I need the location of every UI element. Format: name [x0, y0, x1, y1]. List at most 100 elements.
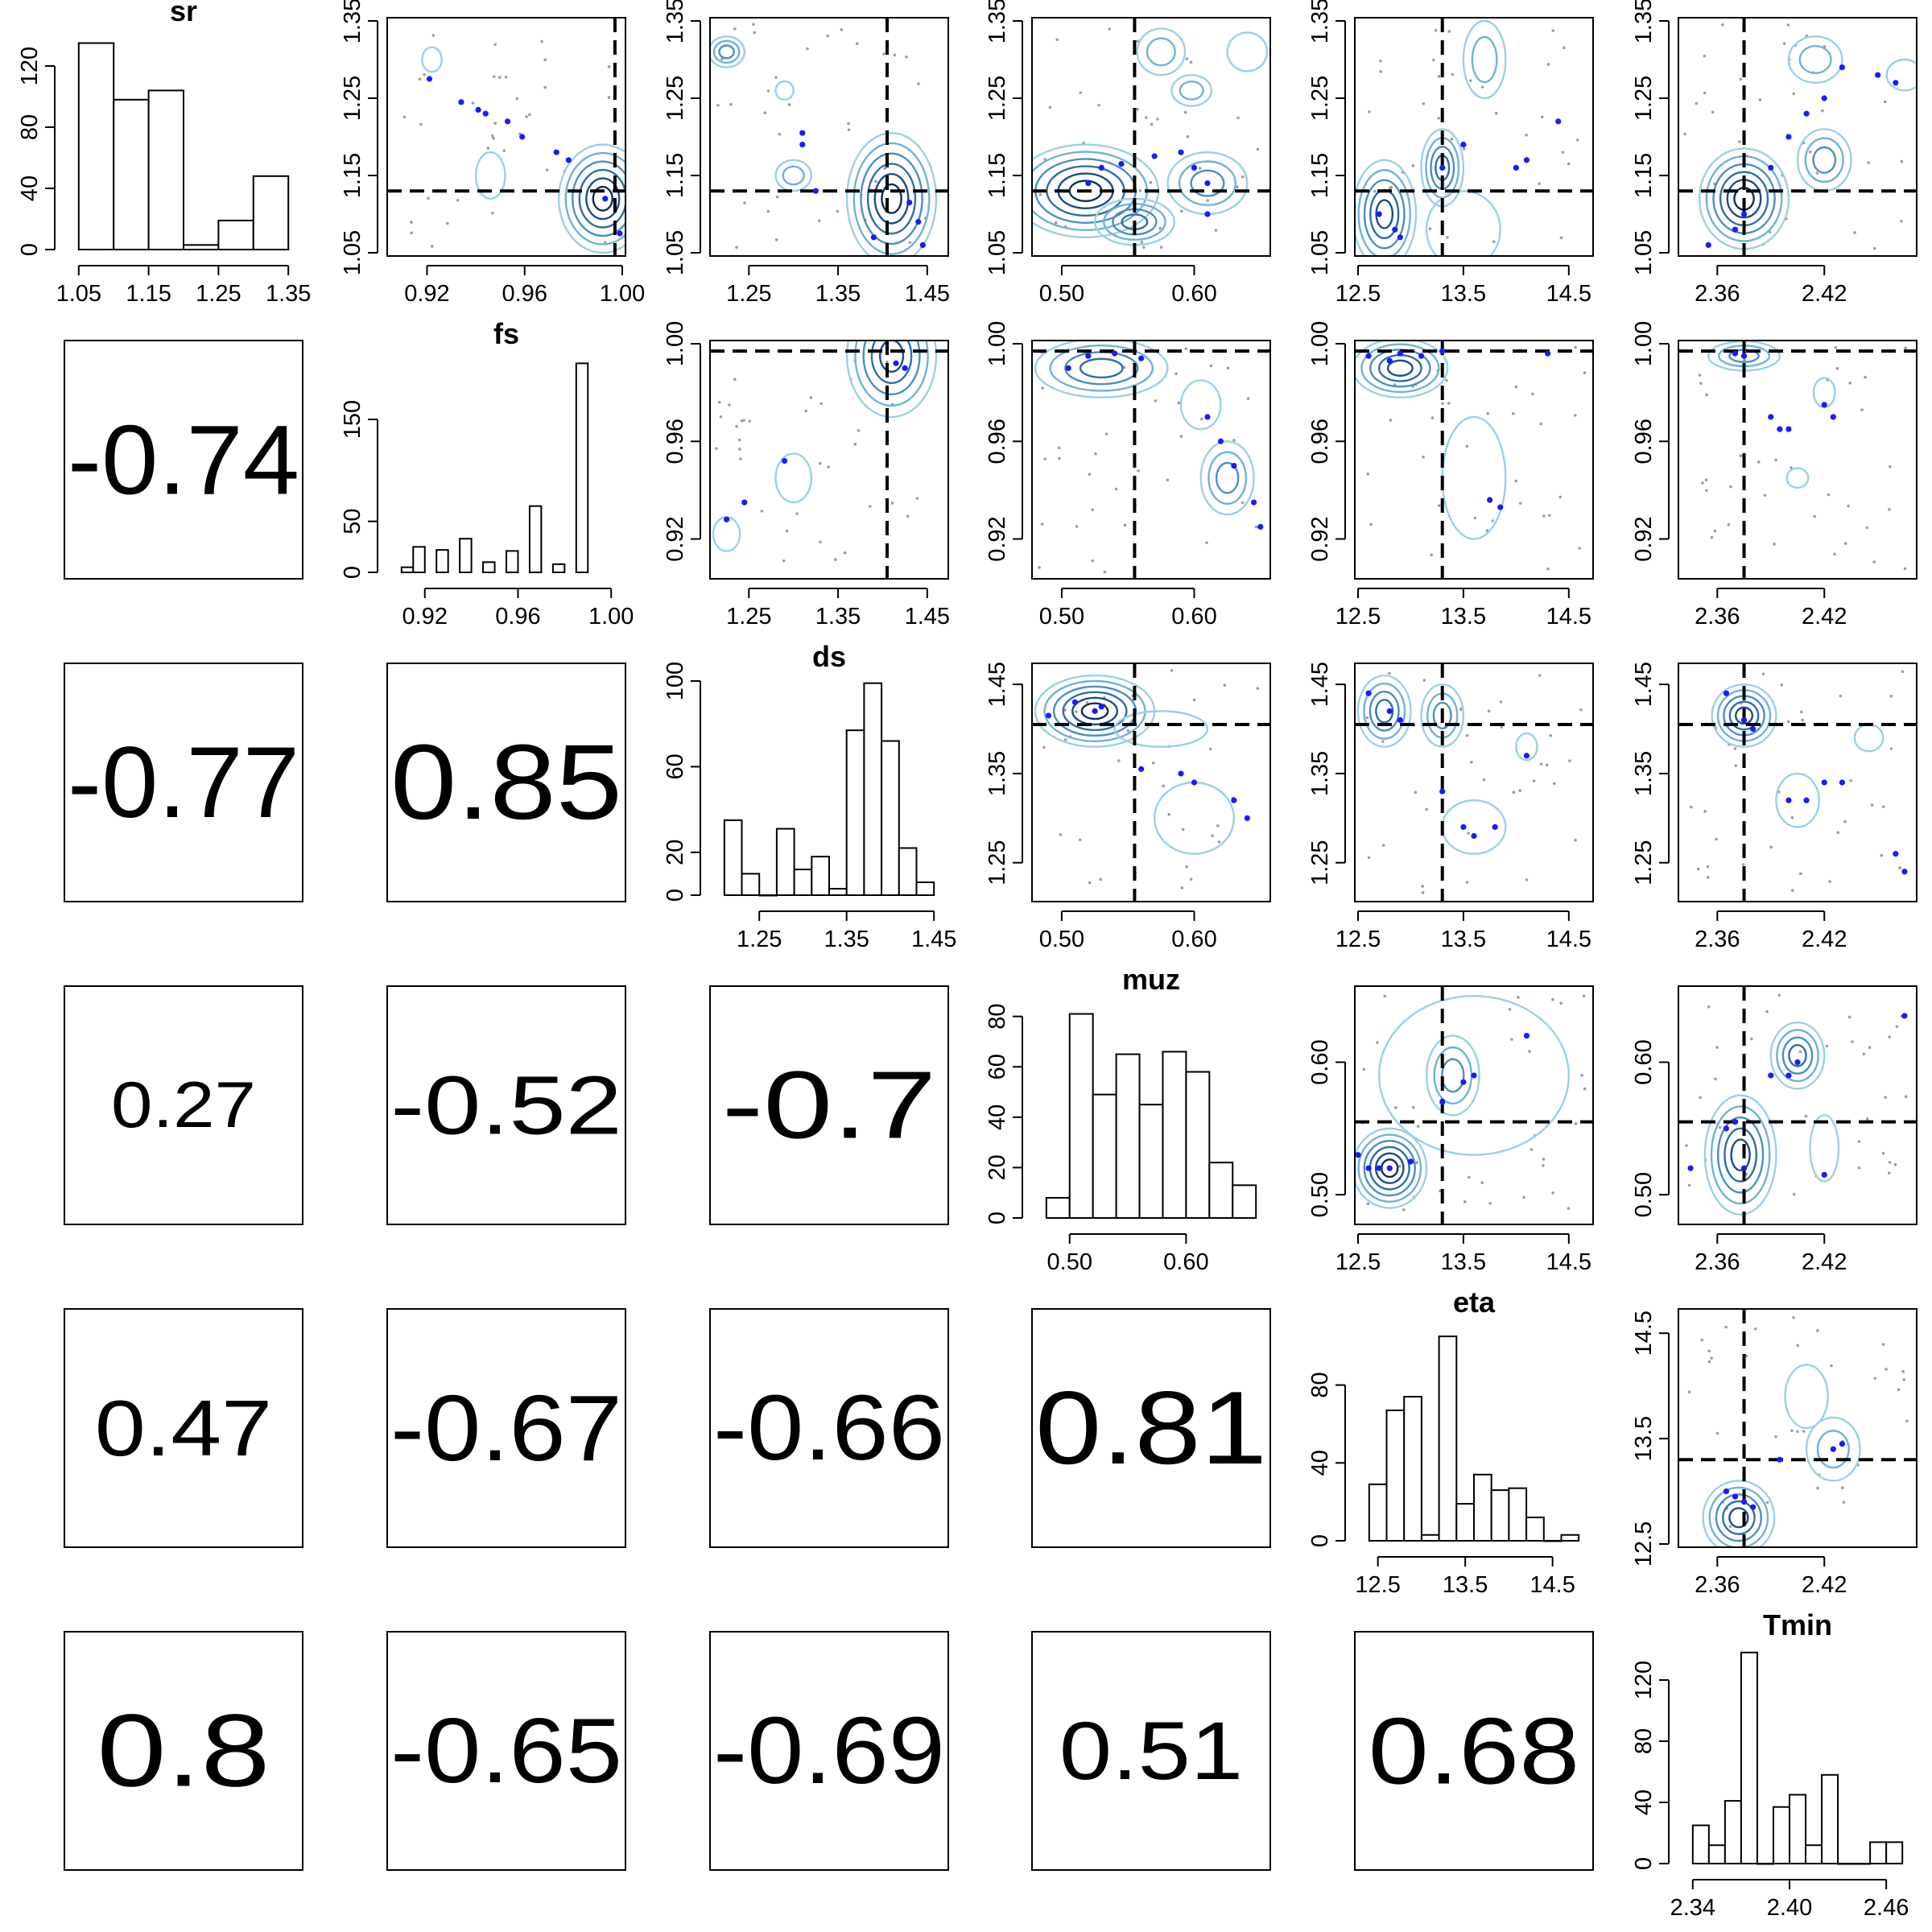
background-point	[840, 27, 844, 31]
contour-line	[1355, 1127, 1428, 1209]
correlation-panel-eta-ds: -0.66	[709, 1308, 949, 1548]
background-point	[853, 443, 857, 446]
y-tick-label: 1.25	[340, 76, 365, 121]
background-point	[1800, 710, 1803, 714]
background-point	[1774, 1435, 1777, 1439]
y-tick-label: 0.92	[1631, 516, 1657, 561]
x-tick-label: 2.42	[1802, 281, 1847, 307]
highlight-point	[1723, 1125, 1729, 1132]
x-tick-label: 2.36	[1695, 281, 1740, 307]
y-tick-label: 12.5	[1631, 1521, 1657, 1567]
background-point	[1365, 716, 1369, 720]
scatter-frame	[1678, 340, 1918, 580]
highlight-point	[1785, 134, 1792, 140]
x-tick-label: 1.35	[824, 927, 869, 952]
background-point	[1713, 529, 1717, 533]
hist-bar	[1045, 1196, 1071, 1220]
correlation-frame	[1354, 1631, 1594, 1871]
contour-line	[1357, 169, 1411, 256]
background-point	[1366, 1202, 1370, 1206]
contour-line	[578, 168, 625, 229]
x-tick-label: 0.60	[1171, 604, 1216, 630]
hist-bar	[1420, 1534, 1440, 1542]
x-tick-label: 13.5	[1441, 927, 1486, 952]
hist-bar	[1368, 1483, 1388, 1542]
hist-bar	[575, 362, 589, 573]
histogram-title: muz	[1122, 963, 1180, 996]
y-tick-label: 1.05	[663, 230, 688, 275]
background-point	[1835, 366, 1839, 370]
background-point	[1205, 541, 1208, 545]
background-point	[1416, 1125, 1420, 1128]
background-point	[1703, 810, 1707, 813]
y-tick-label: 1.35	[1631, 751, 1657, 796]
background-point	[1094, 452, 1097, 456]
background-point	[819, 461, 822, 465]
background-point	[1254, 525, 1258, 529]
background-point	[763, 111, 767, 114]
highlight-point	[1523, 1033, 1530, 1039]
highlight-point	[902, 365, 908, 371]
contour-line	[774, 159, 813, 192]
contour-line	[1179, 80, 1204, 101]
x-tick-label: 1.25	[737, 927, 782, 952]
scatter-frame	[1678, 17, 1918, 257]
background-point	[1790, 466, 1793, 469]
scatter-frame	[1678, 1308, 1918, 1548]
background-point	[1185, 57, 1189, 60]
highlight-point	[1740, 353, 1748, 359]
background-point	[492, 136, 495, 140]
y-tick-label: 0.50	[1307, 1172, 1333, 1217]
highlight-point	[1768, 164, 1774, 171]
background-point	[1851, 1040, 1854, 1043]
highlight-point	[724, 516, 730, 522]
highlight-point	[1830, 1446, 1836, 1452]
background-point	[1140, 240, 1144, 244]
histogram-title: Tmin	[1763, 1608, 1832, 1641]
background-point	[1141, 246, 1146, 250]
background-point	[1097, 103, 1100, 107]
background-point	[1366, 473, 1370, 476]
contour-line	[585, 177, 621, 221]
histogram-panel-sr: sr 1.05 1.15 1.25 1.35 0 40 80 120	[17, 0, 311, 307]
background-point	[1379, 70, 1382, 73]
background-point	[1214, 229, 1218, 232]
background-point	[1145, 116, 1148, 119]
background-point	[1703, 91, 1707, 95]
background-point	[1381, 844, 1385, 847]
background-point	[1054, 221, 1058, 225]
background-point	[1828, 880, 1831, 883]
background-point	[1522, 1195, 1525, 1199]
background-point	[1687, 1183, 1691, 1187]
background-point	[1241, 175, 1245, 179]
background-point	[1170, 669, 1174, 672]
background-point	[1422, 679, 1426, 682]
highlight-point	[1768, 414, 1774, 420]
background-point	[1900, 220, 1903, 223]
contour-line	[1146, 37, 1176, 67]
highlight-point	[1138, 766, 1145, 772]
contour-line	[1355, 159, 1418, 256]
highlight-point	[1723, 690, 1729, 696]
background-point	[804, 409, 808, 413]
highlight-point	[1376, 211, 1382, 217]
background-point	[738, 448, 741, 451]
background-point	[1185, 865, 1188, 869]
background-point	[502, 149, 506, 152]
background-point	[1575, 138, 1579, 142]
background-point	[1158, 226, 1162, 230]
background-point	[1422, 455, 1425, 459]
highlight-point	[1250, 499, 1257, 506]
contour-line	[1787, 35, 1843, 84]
highlight-point	[1705, 242, 1711, 248]
background-point	[1904, 346, 1907, 350]
background-point	[1183, 110, 1187, 114]
scatter-frame	[1031, 17, 1271, 257]
hist-bar	[1821, 1773, 1839, 1865]
highlight-point	[1191, 779, 1198, 786]
background-point	[905, 55, 908, 59]
background-point	[490, 134, 494, 138]
background-point	[1486, 411, 1490, 415]
background-point	[1816, 1329, 1819, 1332]
y-tick-label: 0.60	[1307, 1039, 1333, 1084]
